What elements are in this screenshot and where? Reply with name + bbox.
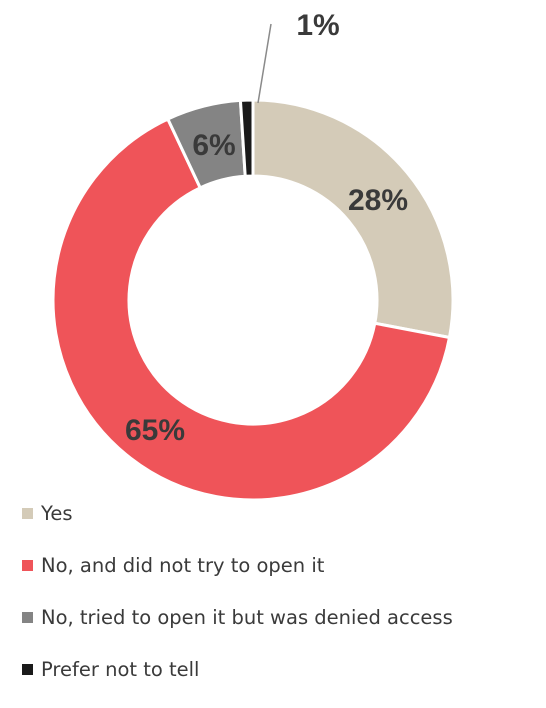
slice-prefer-not-to-tell (238, 98, 255, 178)
legend-label-prefer-not-to-tell: Prefer not to tell (41, 657, 200, 681)
donut-chart: 28% 65% 6% 1% (51, 9, 455, 500)
leader-line-prefer-not-to-tell (257, 23, 272, 104)
legend-item-yes: Yes (22, 500, 453, 526)
legend-item-no-did-not-try: No, and did not try to open it (22, 552, 453, 578)
legend-label-denied-access: No, tried to open it but was denied acce… (41, 605, 453, 629)
legend-label-no-did-not-try: No, and did not try to open it (41, 553, 325, 577)
slice-no-did-not-try (51, 117, 452, 500)
legend-swatch-no-did-not-try (22, 559, 33, 571)
legend-swatch-yes (22, 507, 33, 519)
data-label-prefer-not-to-tell: 1% (296, 9, 339, 42)
data-label-denied-access: 6% (192, 129, 235, 162)
legend-label-yes: Yes (41, 501, 73, 525)
legend-swatch-denied-access (22, 611, 33, 623)
data-label-yes: 28% (348, 184, 408, 217)
legend-item-prefer-not-to-tell: Prefer not to tell (22, 656, 453, 682)
legend: Yes No, and did not try to open it No, t… (22, 500, 453, 708)
legend-swatch-prefer-not-to-tell (22, 663, 33, 675)
donut-slices (51, 98, 455, 500)
data-label-no-did-not-try: 65% (125, 414, 185, 447)
legend-item-denied-access: No, tried to open it but was denied acce… (22, 604, 453, 630)
slice-yes (251, 98, 455, 340)
